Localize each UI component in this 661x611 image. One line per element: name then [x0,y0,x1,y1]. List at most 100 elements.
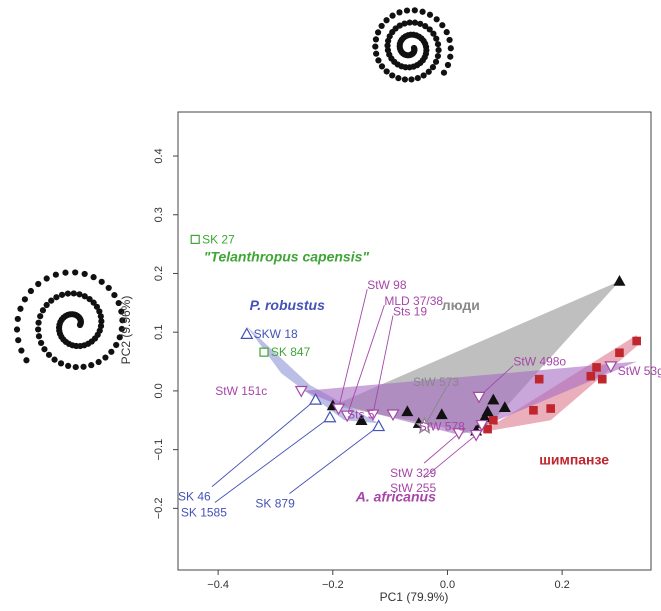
leader-stw-255 [423,434,477,479]
spiral-dot [426,26,433,33]
y-axis-ticks: −0.2 −0.1 0.0 0.1 0.2 0.3 0.4 [153,148,178,519]
spiral-dot [35,326,42,333]
spiral-dot [113,341,120,349]
group-labels: "Telanthropus capensis" P. robustus люди ши… [204,249,610,505]
spiral-dot [81,270,88,278]
point-triangle-0-3 [401,405,414,417]
spiral-dot [21,296,28,303]
spiral-dot [401,20,408,27]
spiral-dot [420,72,427,79]
y-tick-label: 0.3 [153,207,165,222]
group-label-telanthropus-capensis: "Telanthropus capensis" [204,249,370,265]
spiral-dot [375,57,382,64]
spiral-dot [76,291,83,298]
label-stw-53g: StW 53g [618,364,661,378]
spiral-dot [439,22,446,29]
spiral-dot [408,76,415,83]
spiral-dot [383,17,390,24]
spiral-dot [396,9,403,16]
spiral-dot [422,23,429,30]
leader-sk-879 [289,425,379,495]
spiral-dot [64,290,72,297]
point-square-1-9 [483,424,492,434]
spiral-dot [70,290,77,297]
spiral-dot [88,362,95,369]
spiral-dot [45,351,53,358]
point-triangle-0-0 [613,274,626,286]
point-square-1-8 [489,415,498,425]
spiral-dot [443,29,450,36]
label-sk-1585: SK 1585 [181,505,227,519]
spiral-dot [15,337,22,344]
spiral-dot [18,347,25,354]
spiral-dot [389,12,396,19]
point-sk-27 [190,234,200,245]
spiral-dot [43,301,50,309]
spiral-dot [37,313,44,320]
point-square-1-2 [592,363,601,372]
spiral-dot [118,325,125,333]
label-mld-37-38: MLD 37/38 [384,294,443,308]
point-triangle-0-10 [498,401,511,413]
x-axis-label: PC1 (79.9%) [380,590,449,604]
y-tick-label: 0.1 [153,325,165,340]
spiral-dot [403,7,411,14]
spiral-decoration-top [372,7,454,83]
point-triangle-0-2 [355,414,368,425]
label-sk-847: SK 847 [271,345,311,359]
point-square-1-5 [546,404,555,413]
y-axis-label: PC2 (9.96%) [119,296,133,365]
spiral-dot [429,64,437,71]
spiral-dot [95,358,102,366]
spiral-dot [13,326,21,333]
spiral-dot [105,284,112,292]
label-sk-27: SK 27 [202,232,235,246]
spiral-dot [111,291,118,299]
point-square-1-0 [632,336,641,346]
spiral-dot [430,30,437,37]
spiral-dot [419,8,426,15]
spiral-dot [48,297,55,304]
spiral-dot [81,293,88,300]
spiral-dot [35,280,42,288]
point-mld-37-38 [340,410,354,423]
point-triangle-0-9 [487,393,500,405]
point-stw-255 [469,429,483,442]
spiral-dot [447,53,454,60]
y-tick-label: 0.4 [153,148,165,163]
label-stw-498o: StW 498o [513,355,566,369]
spiral-dot [417,20,424,27]
label-sts-19: Sts 19 [393,305,427,319]
spiral-dot [378,63,386,70]
plot-frame [177,111,652,571]
point-square-1-4 [597,374,607,384]
spiral-dot [80,363,87,370]
spiral-dot [51,356,58,363]
group-hulls [246,281,640,435]
x-axis-ticks: −0.4 −0.2 0.0 0.2 [207,570,570,591]
spiral-dot [97,323,105,330]
point-sk-879 [372,419,386,432]
spiral-dot [37,339,45,347]
spiral-dot [65,362,72,369]
point-stw-151c [294,385,308,398]
label-skw-18: SKW 18 [254,327,298,341]
spiral-dot [432,58,440,65]
spiral-dot [446,36,453,44]
spiral-dot [411,19,419,26]
label-leader-lines [211,289,514,503]
spiral-dot [62,269,69,276]
spiral-dot [86,295,93,303]
leader-stw-573 [424,385,448,427]
point-stw-578 [475,419,489,432]
point-square-1-1 [615,348,624,358]
spiral-dot [447,45,454,52]
point-square-1-6 [529,405,538,415]
spiral-decoration-left [13,269,126,371]
spiral-dot [53,294,60,301]
point-triangle-0-5 [435,408,448,420]
spiral-dot [374,29,382,36]
spiral-dot [435,47,442,54]
spiral-dot [396,22,403,29]
